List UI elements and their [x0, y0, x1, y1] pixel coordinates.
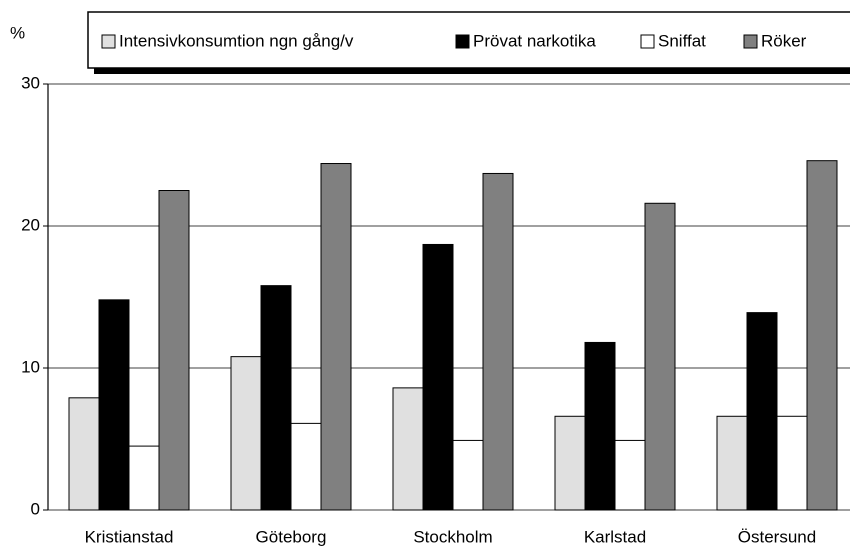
bar	[320, 163, 352, 511]
bar	[260, 285, 292, 511]
bar	[584, 341, 616, 511]
bar	[746, 312, 778, 511]
bar	[776, 415, 808, 511]
bar	[644, 202, 676, 511]
y-tick-label: 10	[21, 357, 40, 376]
x-tick-label: Stockholm	[413, 527, 492, 546]
x-tick-label: Göteborg	[256, 527, 327, 546]
legend-swatch	[640, 34, 655, 49]
bar	[422, 243, 454, 511]
bar	[158, 190, 190, 511]
bar	[230, 356, 262, 511]
y-tick-label: 30	[21, 73, 40, 92]
legend-label: Prövat narkotika	[473, 31, 596, 50]
bar	[554, 415, 586, 511]
y-tick-label: 20	[21, 215, 40, 234]
bar	[716, 415, 748, 511]
legend-swatch	[743, 34, 758, 49]
bar	[392, 387, 424, 511]
bar	[806, 160, 838, 511]
bar	[290, 422, 322, 511]
legend-swatch	[455, 34, 470, 49]
x-tick-label: Karlstad	[584, 527, 646, 546]
bar	[128, 445, 160, 511]
legend-swatch	[101, 34, 116, 49]
legend-label: Sniffat	[658, 31, 706, 50]
bar	[98, 299, 130, 511]
x-tick-label: Kristianstad	[85, 527, 174, 546]
legend-label: Intensivkonsumtion ngn gång/v	[119, 31, 354, 50]
bar	[614, 439, 646, 511]
x-tick-label: Östersund	[738, 527, 816, 546]
bar	[482, 172, 514, 511]
bar	[452, 439, 484, 511]
legend-label: Röker	[761, 31, 807, 50]
bar	[68, 397, 100, 511]
y-axis-label: %	[10, 23, 25, 42]
y-tick-label: 0	[31, 499, 40, 518]
